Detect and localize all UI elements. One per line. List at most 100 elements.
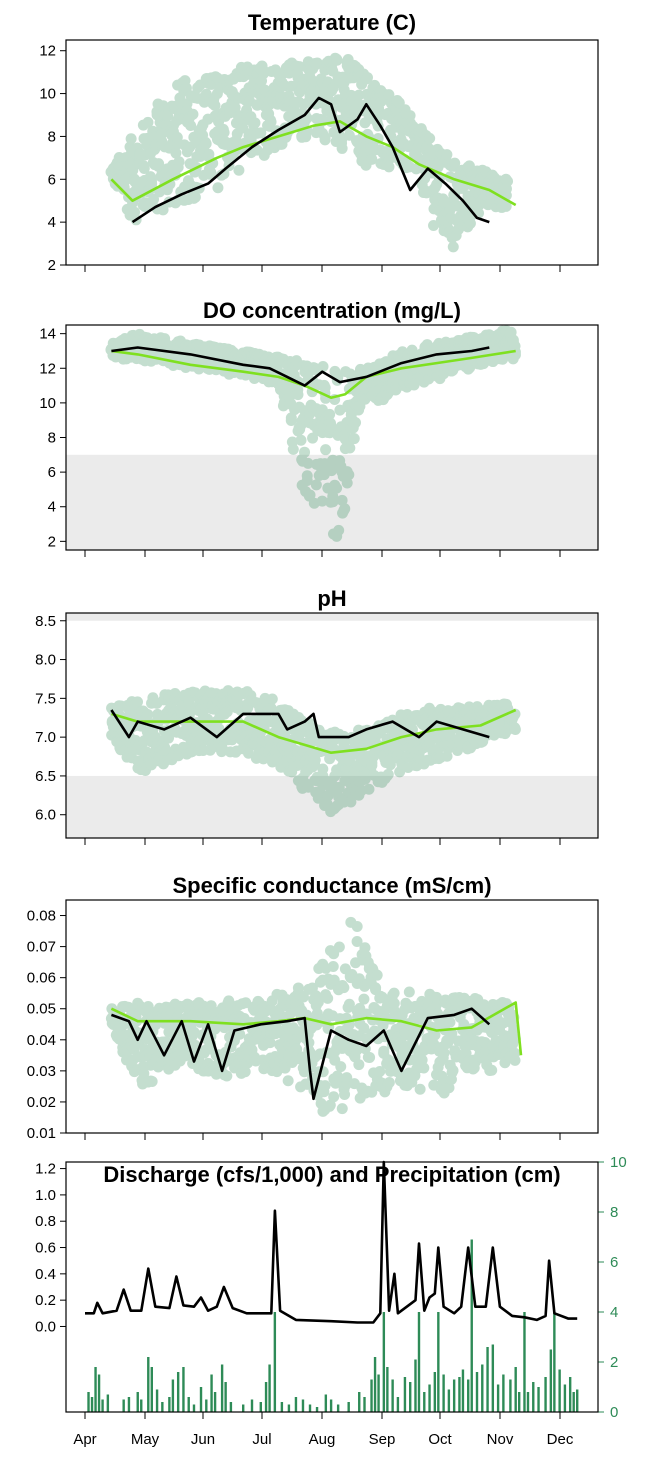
data-point xyxy=(193,705,205,717)
data-point xyxy=(338,504,350,516)
data-point xyxy=(428,220,440,232)
data-point xyxy=(353,145,365,157)
data-point xyxy=(208,95,220,107)
data-point xyxy=(215,691,227,703)
data-point xyxy=(447,1064,459,1076)
data-point xyxy=(477,188,489,200)
data-point xyxy=(345,64,357,76)
data-point xyxy=(178,139,190,151)
data-point xyxy=(292,746,304,758)
data-point xyxy=(210,112,222,124)
data-point xyxy=(288,361,300,373)
data-point xyxy=(147,692,159,704)
data-point xyxy=(242,349,254,361)
data-point xyxy=(143,734,155,746)
data-point xyxy=(268,753,280,765)
data-point xyxy=(277,400,289,412)
data-point xyxy=(235,64,247,76)
data-point xyxy=(488,340,500,352)
data-point xyxy=(276,76,288,88)
data-point xyxy=(192,741,204,753)
data-point xyxy=(352,385,364,397)
data-point xyxy=(275,357,287,369)
data-point xyxy=(379,380,391,392)
data-point xyxy=(464,362,476,374)
data-point xyxy=(290,755,302,767)
data-point xyxy=(297,360,309,372)
data-point xyxy=(105,166,117,178)
data-point xyxy=(399,370,411,382)
data-point xyxy=(419,184,431,196)
data-point xyxy=(290,355,302,367)
data-point xyxy=(199,714,211,726)
data-point xyxy=(388,997,400,1009)
data-point xyxy=(354,363,366,375)
data-point xyxy=(160,338,172,350)
data-point xyxy=(165,752,177,764)
data-point xyxy=(324,427,336,439)
data-point xyxy=(358,68,370,80)
data-point xyxy=(428,152,440,164)
data-point xyxy=(179,181,191,193)
data-point xyxy=(235,353,247,365)
data-point xyxy=(134,328,146,340)
data-point xyxy=(465,169,477,181)
data-point xyxy=(155,751,167,763)
data-point xyxy=(444,1016,456,1028)
data-point xyxy=(406,344,418,356)
data-point xyxy=(267,89,279,101)
data-point xyxy=(338,84,350,96)
data-point xyxy=(379,158,391,170)
data-point xyxy=(190,701,202,713)
data-point xyxy=(266,354,278,366)
data-point xyxy=(328,1091,340,1103)
data-point xyxy=(169,750,181,762)
data-point xyxy=(131,149,143,161)
data-point xyxy=(224,746,236,758)
data-point xyxy=(454,210,466,222)
data-point xyxy=(362,384,374,396)
data-point xyxy=(326,465,338,477)
data-point xyxy=(157,100,169,112)
data-point xyxy=(230,746,242,758)
data-point xyxy=(453,341,465,353)
data-point xyxy=(110,351,122,363)
data-point xyxy=(415,370,427,382)
data-point xyxy=(107,173,119,185)
data-point xyxy=(180,82,192,94)
data-point xyxy=(266,376,278,388)
data-point xyxy=(217,138,229,150)
data-point xyxy=(390,380,402,392)
data-point xyxy=(142,760,154,772)
data-point xyxy=(246,694,258,706)
data-point xyxy=(201,730,213,742)
data-point xyxy=(283,110,295,122)
data-point xyxy=(378,93,390,105)
data-point xyxy=(119,174,131,186)
data-point xyxy=(318,379,330,391)
data-point xyxy=(226,734,238,746)
data-point xyxy=(136,710,148,722)
y-tick-label: 10 xyxy=(39,86,56,103)
y-tick-label: 0.2 xyxy=(35,1292,56,1309)
data-point xyxy=(296,80,308,92)
data-point xyxy=(327,82,339,94)
data-point xyxy=(208,348,220,360)
data-point xyxy=(458,334,470,346)
data-point xyxy=(487,332,499,344)
data-point xyxy=(219,343,231,355)
data-point xyxy=(313,470,325,482)
data-point xyxy=(211,126,223,138)
data-point xyxy=(375,393,387,405)
data-point xyxy=(114,742,126,754)
data-point xyxy=(175,97,187,109)
data-point xyxy=(190,340,202,352)
data-point xyxy=(493,183,505,195)
data-point xyxy=(142,336,154,348)
panel-title: pH xyxy=(317,586,346,611)
data-point xyxy=(220,136,232,148)
data-point xyxy=(162,110,174,122)
data-point xyxy=(323,422,335,434)
data-point xyxy=(294,421,306,433)
data-point xyxy=(500,184,512,196)
